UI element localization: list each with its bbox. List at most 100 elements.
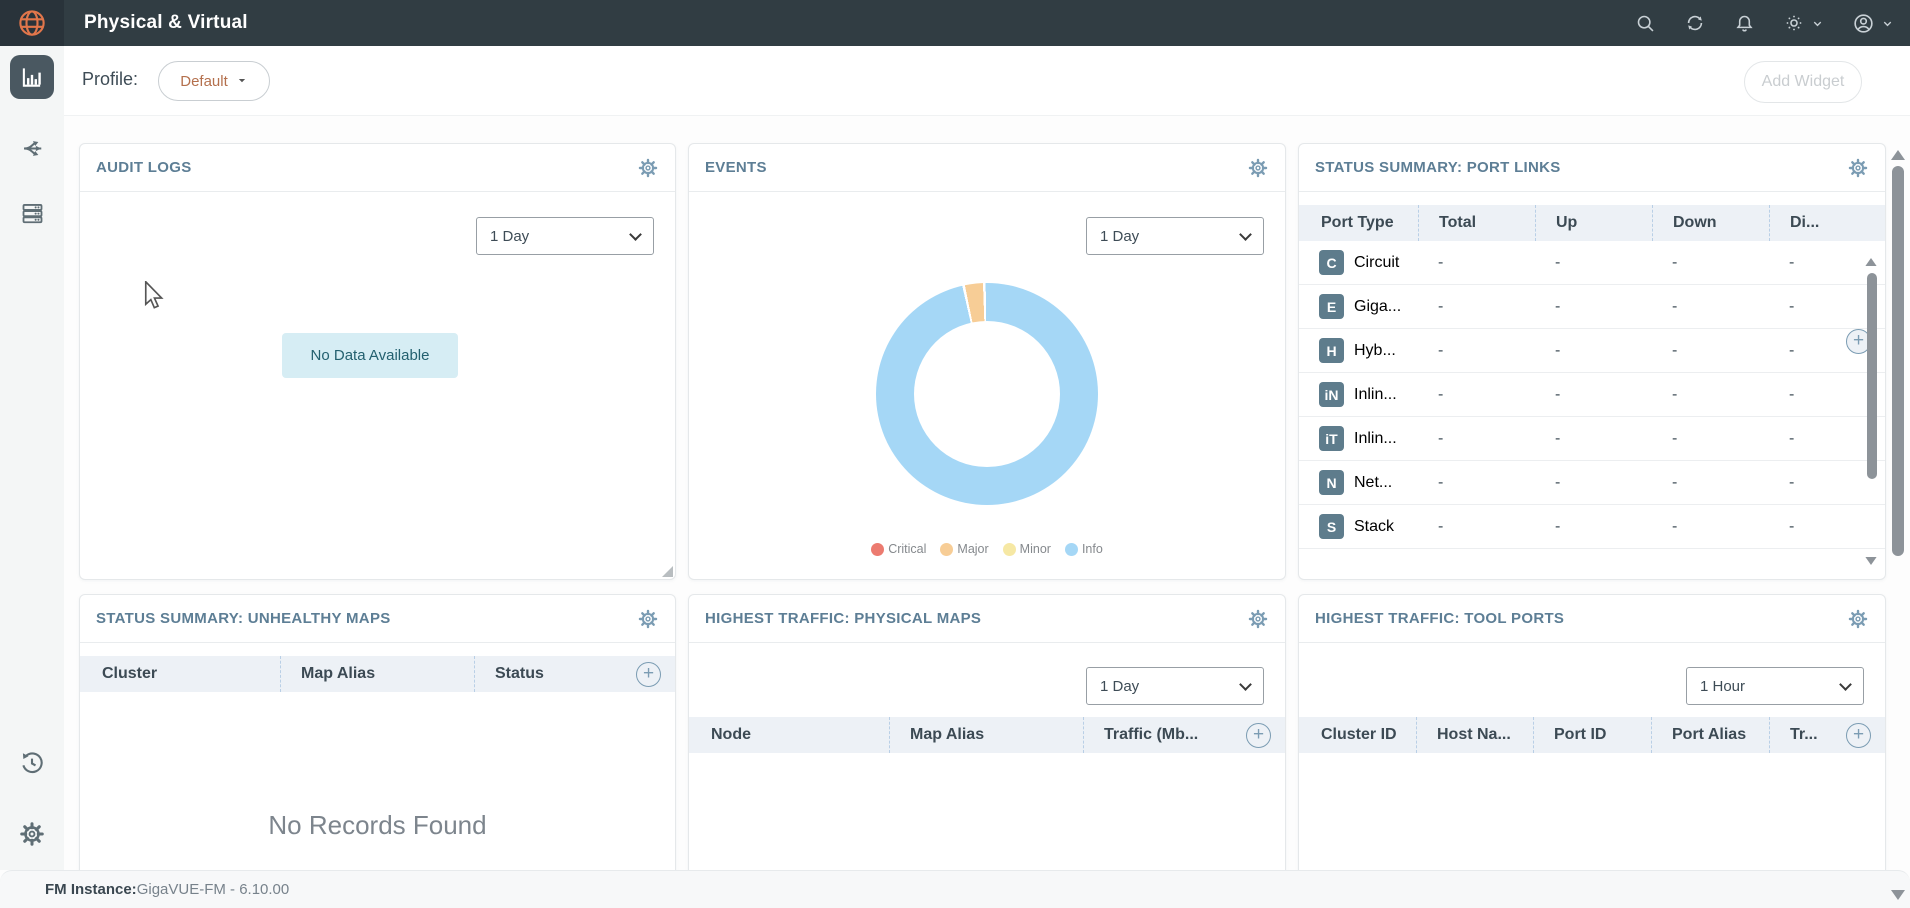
port-links-row[interactable]: N Net... - - - - bbox=[1299, 461, 1885, 505]
port-links-row[interactable]: iT Inlin... - - - - bbox=[1299, 417, 1885, 461]
column-header[interactable]: Node bbox=[711, 726, 751, 743]
page-scrollbar-thumb[interactable] bbox=[1892, 166, 1904, 556]
app-logo[interactable] bbox=[0, 0, 64, 46]
widget-tool-ports: HIGHEST TRAFFIC: TOOL PORTS 1 Hour Clust… bbox=[1298, 594, 1886, 876]
port-type-label: Stack bbox=[1354, 517, 1395, 535]
add-column-button[interactable]: + bbox=[1246, 723, 1271, 748]
add-column-button[interactable]: + bbox=[1846, 329, 1871, 354]
column-header[interactable]: Port ID bbox=[1533, 717, 1651, 753]
table-scrollbar-thumb[interactable] bbox=[1867, 273, 1877, 479]
table-cell: - bbox=[1672, 341, 1678, 359]
legend-item-minor[interactable]: Minor bbox=[1002, 542, 1051, 556]
port-type-label: Hyb... bbox=[1354, 341, 1396, 359]
widget-title: HIGHEST TRAFFIC: TOOL PORTS bbox=[1315, 610, 1565, 627]
time-range-select[interactable]: 1 Day bbox=[1086, 667, 1264, 705]
column-header[interactable]: Map Alias bbox=[889, 717, 1083, 753]
table-cell: - bbox=[1555, 429, 1561, 447]
widget-unhealthy-maps: STATUS SUMMARY: UNHEALTHY MAPS Cluster Ma… bbox=[79, 594, 676, 876]
widget-settings-gear-icon[interactable] bbox=[637, 608, 659, 630]
table-cell: - bbox=[1672, 517, 1678, 535]
add-column-button[interactable]: + bbox=[636, 662, 661, 687]
port-links-row[interactable]: C Circuit - - - - bbox=[1299, 241, 1885, 285]
time-range-value: 1 Day bbox=[1100, 227, 1140, 245]
column-header[interactable]: Di... bbox=[1769, 205, 1885, 241]
scroll-up-arrow[interactable] bbox=[1865, 258, 1877, 266]
table-cell: - bbox=[1555, 385, 1561, 403]
column-header[interactable]: Map Alias bbox=[280, 656, 474, 692]
widget-settings-gear-icon[interactable] bbox=[1247, 608, 1269, 630]
widget-title: HIGHEST TRAFFIC: PHYSICAL MAPS bbox=[705, 610, 982, 627]
widget-settings-gear-icon[interactable] bbox=[637, 157, 659, 179]
scroll-up-arrow[interactable] bbox=[1891, 150, 1905, 160]
widget-header: EVENTS bbox=[689, 144, 1285, 192]
column-header[interactable]: Status bbox=[474, 656, 675, 692]
scroll-down-arrow[interactable] bbox=[1865, 557, 1877, 565]
time-range-select[interactable]: 1 Hour bbox=[1686, 667, 1864, 705]
port-links-row[interactable]: S Stack - - - - bbox=[1299, 505, 1885, 549]
notifications-bell-icon[interactable] bbox=[1734, 13, 1755, 34]
add-column-button[interactable]: + bbox=[1846, 723, 1871, 748]
column-header[interactable]: Total bbox=[1418, 205, 1535, 241]
add-widget-button[interactable]: Add Widget bbox=[1744, 61, 1862, 103]
column-header[interactable]: Up bbox=[1535, 205, 1652, 241]
legend-item-major[interactable]: Major bbox=[940, 542, 989, 556]
legend-item-critical[interactable]: Critical bbox=[871, 542, 926, 556]
port-links-row[interactable]: E Giga... - - - - bbox=[1299, 285, 1885, 329]
time-range-select[interactable]: 1 Day bbox=[476, 217, 654, 255]
column-header[interactable]: Host Na... bbox=[1416, 717, 1533, 753]
column-header[interactable]: Down bbox=[1652, 205, 1769, 241]
port-type-label: Giga... bbox=[1354, 297, 1402, 315]
legend-item-info[interactable]: Info bbox=[1064, 542, 1103, 556]
no-data-message: No Data Available bbox=[282, 333, 458, 378]
profile-select[interactable]: Default bbox=[158, 61, 270, 101]
column-header[interactable]: Cluster bbox=[102, 665, 158, 682]
search-icon[interactable] bbox=[1635, 13, 1656, 34]
scroll-down-arrow[interactable] bbox=[1891, 890, 1905, 900]
globe-icon bbox=[19, 10, 45, 36]
column-header[interactable]: Tr... bbox=[1769, 717, 1885, 753]
widget-title: AUDIT LOGS bbox=[96, 159, 192, 176]
gear-icon bbox=[20, 822, 44, 846]
widget-settings-gear-icon[interactable] bbox=[1847, 608, 1869, 630]
branch-arrows-icon bbox=[23, 141, 41, 156]
widget-settings-gear-icon[interactable] bbox=[1847, 157, 1869, 179]
widget-port-links: STATUS SUMMARY: PORT LINKS Port Type Tota… bbox=[1298, 143, 1886, 580]
table-cell: - bbox=[1555, 341, 1561, 359]
widget-audit-logs: AUDIT LOGS 1 Day No Data Available bbox=[79, 143, 676, 580]
refresh-icon[interactable] bbox=[1684, 12, 1706, 34]
time-range-select[interactable]: 1 Day bbox=[1086, 217, 1264, 255]
column-header[interactable]: Port Alias bbox=[1651, 717, 1769, 753]
port-links-row[interactable]: H Hyb... - - - - bbox=[1299, 329, 1885, 373]
donut-hole bbox=[914, 321, 1060, 467]
user-menu[interactable] bbox=[1852, 12, 1894, 35]
widget-events: EVENTS 1 Day Critical Major bbox=[688, 143, 1286, 580]
widget-resize-handle[interactable] bbox=[662, 566, 673, 577]
widget-title: EVENTS bbox=[705, 159, 767, 176]
top-bar-actions bbox=[1635, 0, 1894, 46]
port-type-badge-icon: N bbox=[1319, 470, 1344, 495]
caret-down-icon bbox=[238, 79, 245, 83]
column-header[interactable]: Cluster ID bbox=[1321, 726, 1397, 743]
chevron-down-icon bbox=[1839, 677, 1852, 691]
sidebar-item-dashboard[interactable] bbox=[10, 55, 54, 99]
sidebar-item-inventory[interactable] bbox=[0, 200, 64, 227]
table-cell: - bbox=[1438, 517, 1444, 535]
top-bar: Physical & Virtual bbox=[0, 0, 1910, 46]
widget-title: STATUS SUMMARY: UNHEALTHY MAPS bbox=[96, 610, 391, 627]
table-header-row: Node Map Alias Traffic (Mb... bbox=[689, 717, 1285, 753]
sidebar-item-traffic[interactable] bbox=[0, 135, 64, 162]
no-records-message: No Records Found bbox=[268, 810, 487, 840]
sidebar-item-recent-history[interactable] bbox=[0, 749, 64, 777]
widget-header: HIGHEST TRAFFIC: PHYSICAL MAPS bbox=[689, 595, 1285, 643]
widget-settings-gear-icon[interactable] bbox=[1247, 157, 1269, 179]
port-links-row[interactable]: iN Inlin... - - - - bbox=[1299, 373, 1885, 417]
column-header[interactable]: Traffic (Mb... bbox=[1083, 717, 1285, 753]
theme-switcher[interactable] bbox=[1783, 12, 1824, 34]
table-header-row: Cluster ID Host Na... Port ID Port Alias Tr.… bbox=[1299, 717, 1885, 753]
sidebar-item-settings[interactable] bbox=[0, 820, 64, 848]
legend-dot bbox=[1002, 542, 1016, 556]
widget-physical-maps: HIGHEST TRAFFIC: PHYSICAL MAPS 1 Day Nod… bbox=[688, 594, 1286, 876]
events-donut-ring[interactable] bbox=[876, 283, 1098, 505]
column-header[interactable]: Port Type bbox=[1321, 214, 1394, 231]
widget-header: STATUS SUMMARY: PORT LINKS bbox=[1299, 144, 1885, 192]
